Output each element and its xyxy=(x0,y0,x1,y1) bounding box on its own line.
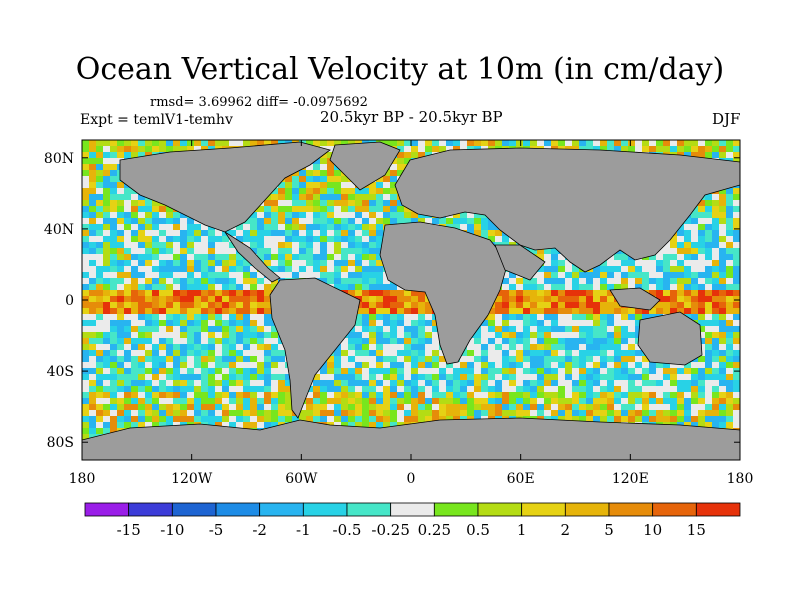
colorbar-label: -15 xyxy=(117,521,141,539)
colorbar: -15 -10 -5 -2 -1 -0.5 -0.25 0.25 0.5 1 2 5 10 15 xyxy=(84,502,741,539)
colorbar-swatch xyxy=(564,502,610,517)
colorbar-label: -5 xyxy=(209,521,224,539)
y-tick-label: 40S xyxy=(47,364,74,380)
colorbar-swatch xyxy=(521,502,566,517)
colorbar-label: 2 xyxy=(561,521,571,539)
land-arabia xyxy=(494,244,546,281)
chart-title: Ocean Vertical Velocity at 10m (in cm/da… xyxy=(75,52,725,87)
colorbar-label: -1 xyxy=(296,521,311,539)
colorbar-swatch xyxy=(215,502,261,517)
land-eurasia xyxy=(394,147,740,273)
colorbar-swatch xyxy=(171,502,217,517)
colorbar-swatch xyxy=(695,502,741,517)
x-tick-label: 180 xyxy=(69,471,96,487)
land-central-america xyxy=(224,231,281,283)
y-tick-label: 0 xyxy=(65,293,74,309)
stats-label: rmsd= 3.69962 diff= -0.0975692 xyxy=(150,95,368,110)
colorbar-swatch xyxy=(128,502,173,517)
colorbar-swatch xyxy=(84,502,130,517)
y-tick-label: 80N xyxy=(44,151,74,167)
colorbar-swatch xyxy=(433,502,479,517)
colorbar-swatch xyxy=(652,502,697,517)
land-south-america xyxy=(269,277,361,419)
x-tick-label: 60W xyxy=(285,471,318,487)
land-mask xyxy=(82,141,740,460)
colorbar-label: -0.25 xyxy=(371,521,409,539)
colorbar-swatch xyxy=(259,502,304,517)
y-axis: 80N 40N 0 40S 80S xyxy=(44,151,740,451)
land-antarctica xyxy=(82,417,740,460)
y-tick-label: 80S xyxy=(47,435,74,451)
colorbar-label: 0.25 xyxy=(418,521,451,539)
land-greenland xyxy=(329,141,401,191)
x-axis: 180 120W 60W 0 60E 120E 180 xyxy=(69,140,754,487)
experiment-label: Expt = temlV1-temhv xyxy=(80,112,233,128)
colorbar-label: -10 xyxy=(160,521,184,539)
x-tick-label: 60E xyxy=(507,471,535,487)
land-australia xyxy=(637,311,703,366)
colorbar-label: 5 xyxy=(604,521,614,539)
period-label: 20.5kyr BP - 20.5kyr BP xyxy=(320,108,503,126)
y-tick-label: 40N xyxy=(44,222,74,238)
colorbar-swatch xyxy=(302,502,348,517)
x-tick-label: 120W xyxy=(171,471,213,487)
colorbar-swatch xyxy=(346,502,392,517)
colorbar-label: 15 xyxy=(687,521,706,539)
x-tick-label: 0 xyxy=(407,471,416,487)
colorbar-label: -0.5 xyxy=(333,521,362,539)
colorbar-label: 0.5 xyxy=(466,521,490,539)
colorbar-label: 1 xyxy=(517,521,527,539)
land-africa xyxy=(379,221,509,365)
land-north-america xyxy=(119,141,331,233)
colorbar-swatch xyxy=(477,502,523,517)
x-tick-label: 180 xyxy=(727,471,754,487)
colorbar-label: 10 xyxy=(643,521,662,539)
x-tick-label: 120E xyxy=(612,471,649,487)
colorbar-swatch xyxy=(390,502,435,517)
colorbar-label: -2 xyxy=(252,521,267,539)
colorbar-swatch xyxy=(608,502,654,517)
land-indonesia xyxy=(609,287,661,311)
season-label: DJF xyxy=(712,110,741,128)
